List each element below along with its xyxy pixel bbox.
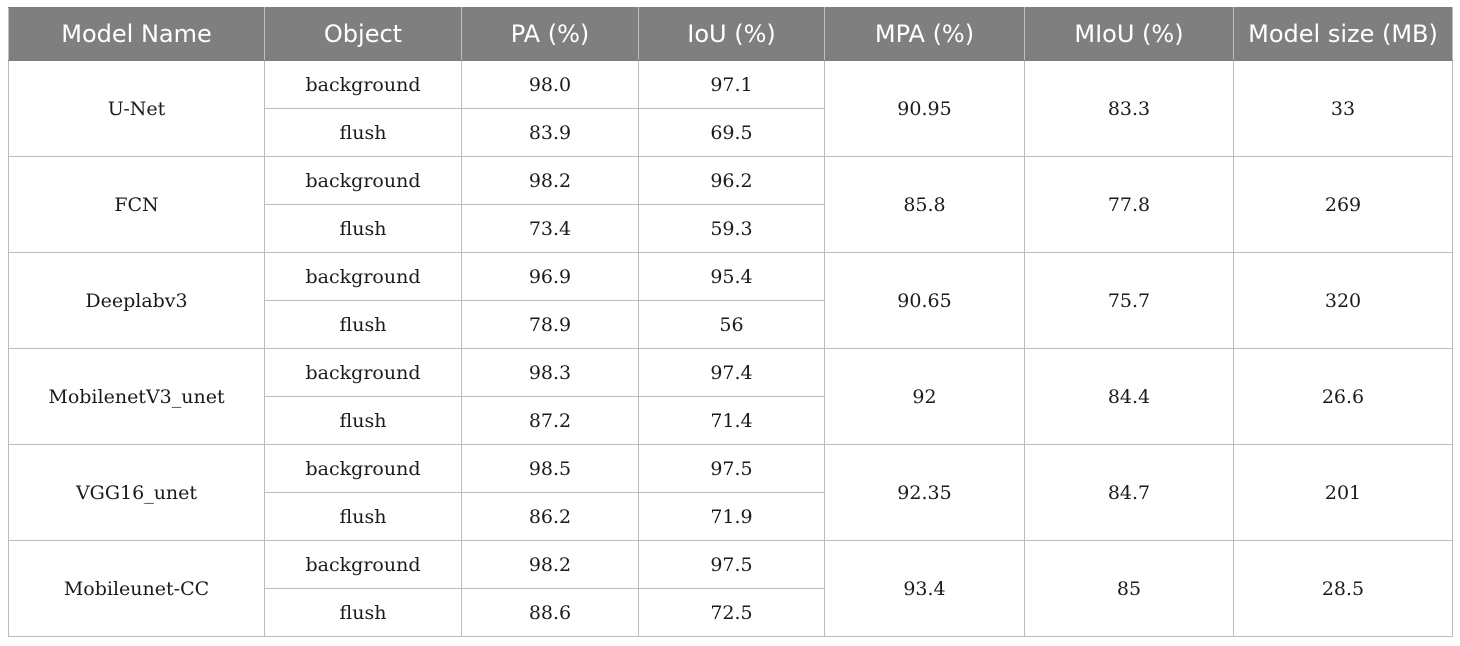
model-name-cell: Deeplabv3 <box>8 252 265 349</box>
object-cell: background <box>264 348 462 397</box>
table-row: flush 86.2 71.9 <box>9 492 1453 541</box>
iou-cell: 96.2 <box>638 156 825 205</box>
pa-cell: 98.0 <box>461 60 639 109</box>
pa-cell: 98.2 <box>461 540 639 589</box>
header-model-name: Model Name <box>8 7 265 61</box>
pa-cell: 98.5 <box>461 444 639 493</box>
pa-cell: 83.9 <box>461 108 639 157</box>
iou-cell: 97.4 <box>638 348 825 397</box>
model-size-cell: 201 <box>1233 444 1453 541</box>
object-cell: background <box>264 444 462 493</box>
header-miou: MIoU (%) <box>1024 7 1234 61</box>
iou-cell: 97.1 <box>638 60 825 109</box>
miou-cell: 83.3 <box>1024 60 1234 157</box>
object-cell: background <box>264 252 462 301</box>
object-cell: flush <box>264 396 462 445</box>
pa-cell: 86.2 <box>461 492 639 541</box>
table-row: flush 78.9 56 <box>9 300 1453 349</box>
pa-cell: 98.3 <box>461 348 639 397</box>
model-size-cell: 28.5 <box>1233 540 1453 637</box>
object-cell: background <box>264 540 462 589</box>
model-size-cell: 26.6 <box>1233 348 1453 445</box>
iou-cell: 97.5 <box>638 540 825 589</box>
miou-cell: 84.4 <box>1024 348 1234 445</box>
iou-cell: 72.5 <box>638 588 825 637</box>
pa-cell: 87.2 <box>461 396 639 445</box>
header-pa: PA (%) <box>461 7 639 61</box>
mpa-cell: 92.35 <box>824 444 1025 541</box>
iou-cell: 59.3 <box>638 204 825 253</box>
iou-cell: 95.4 <box>638 252 825 301</box>
pa-cell: 98.2 <box>461 156 639 205</box>
model-name-cell: Mobileunet-CC <box>8 540 265 637</box>
table-row: Deeplabv3 background 96.9 95.4 90.65 75.… <box>8 252 1453 349</box>
table-row: flush 73.4 59.3 <box>9 204 1453 253</box>
mpa-cell: 90.65 <box>824 252 1025 349</box>
model-size-cell: 320 <box>1233 252 1453 349</box>
mpa-cell: 93.4 <box>824 540 1025 637</box>
object-cell: flush <box>264 300 462 349</box>
header-iou: IoU (%) <box>638 7 825 61</box>
miou-cell: 75.7 <box>1024 252 1234 349</box>
pa-cell: 96.9 <box>461 252 639 301</box>
table-row: flush 88.6 72.5 <box>9 588 1453 637</box>
model-name-cell: MobilenetV3_unet <box>8 348 265 445</box>
pa-cell: 73.4 <box>461 204 639 253</box>
object-cell: background <box>264 60 462 109</box>
mpa-cell: 90.95 <box>824 60 1025 157</box>
iou-cell: 56 <box>638 300 825 349</box>
object-cell: flush <box>264 492 462 541</box>
model-size-cell: 33 <box>1233 60 1453 157</box>
miou-cell: 77.8 <box>1024 156 1234 253</box>
pa-cell: 78.9 <box>461 300 639 349</box>
table-row: flush 87.2 71.4 <box>9 396 1453 445</box>
object-cell: flush <box>264 204 462 253</box>
miou-cell: 84.7 <box>1024 444 1234 541</box>
model-comparison-table: Model Name Object PA (%) IoU (%) MPA (%)… <box>8 7 1453 637</box>
pa-cell: 88.6 <box>461 588 639 637</box>
header-model-size: Model size (MB) <box>1233 7 1453 61</box>
object-cell: background <box>264 156 462 205</box>
model-name-cell: FCN <box>8 156 265 253</box>
header-mpa: MPA (%) <box>824 7 1025 61</box>
iou-cell: 69.5 <box>638 108 825 157</box>
model-name-cell: VGG16_unet <box>8 444 265 541</box>
header-object: Object <box>264 7 462 61</box>
table-row: Mobileunet-CC background 98.2 97.5 93.4 … <box>8 540 1453 637</box>
table-row: flush 83.9 69.5 <box>9 108 1453 157</box>
object-cell: flush <box>264 588 462 637</box>
table-body: U-Net background 98.0 97.1 90.95 83.3 33… <box>8 60 1453 637</box>
table-header: Model Name Object PA (%) IoU (%) MPA (%)… <box>8 7 1453 61</box>
table-row: U-Net background 98.0 97.1 90.95 83.3 33 <box>8 60 1453 157</box>
object-cell: flush <box>264 108 462 157</box>
miou-cell: 85 <box>1024 540 1234 637</box>
iou-cell: 97.5 <box>638 444 825 493</box>
results-table-container: Model Name Object PA (%) IoU (%) MPA (%)… <box>8 7 1453 637</box>
model-size-cell: 269 <box>1233 156 1453 253</box>
table-row: VGG16_unet background 98.5 97.5 92.35 84… <box>8 444 1453 541</box>
mpa-cell: 85.8 <box>824 156 1025 253</box>
table-row: FCN background 98.2 96.2 85.8 77.8 269 <box>8 156 1453 253</box>
model-name-cell: U-Net <box>8 60 265 157</box>
iou-cell: 71.9 <box>638 492 825 541</box>
iou-cell: 71.4 <box>638 396 825 445</box>
mpa-cell: 92 <box>824 348 1025 445</box>
header-row: Model Name Object PA (%) IoU (%) MPA (%)… <box>8 7 1453 61</box>
table-row: MobilenetV3_unet background 98.3 97.4 92… <box>8 348 1453 445</box>
